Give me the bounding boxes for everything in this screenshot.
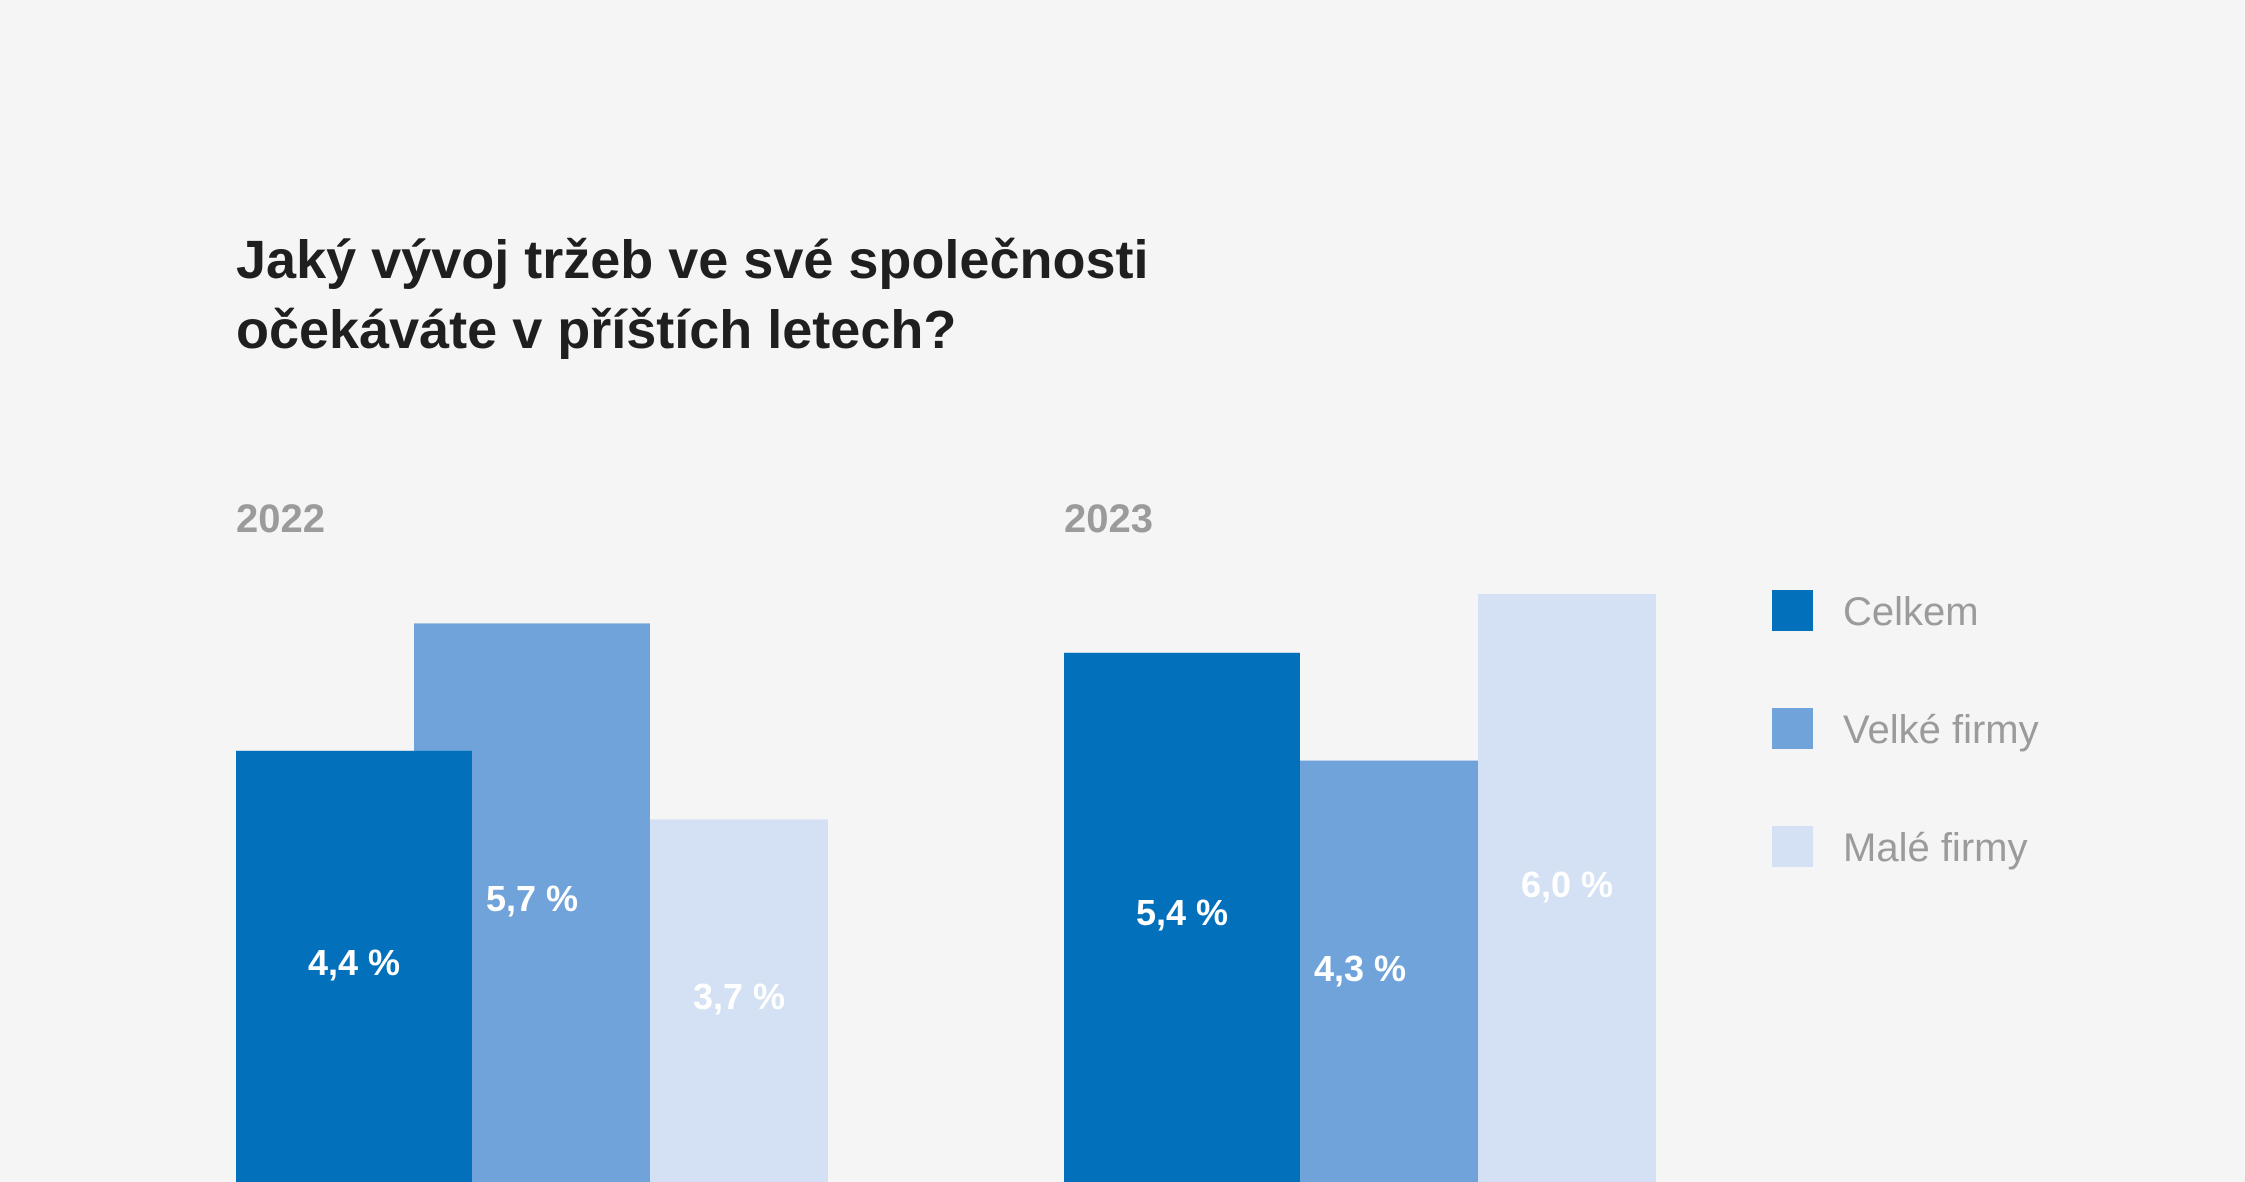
legend-swatch-velké-firmy: [1772, 708, 1813, 749]
data-label-malé-firmy-2022: 3,7 %: [693, 976, 785, 1017]
data-label-velké-firmy-2022: 5,7 %: [486, 878, 578, 919]
legend-label-velké-firmy: Velké firmy: [1843, 708, 2039, 752]
legend-label-malé-firmy: Malé firmy: [1843, 826, 2027, 870]
chart-title-line-2: očekáváte v příštích letech?: [236, 300, 956, 360]
data-label-celkem-2022: 4,4 %: [308, 942, 400, 983]
bars-layer: 2022 4,4 % 5,7 % 3,7 % 2023 5,4 % 4,3 % 6,0 %: [236, 497, 1656, 1182]
category-label-2022: 2022: [236, 497, 325, 541]
legend: Celkem Velké firmy Malé firmy: [1772, 590, 2039, 870]
bar-malé-firmy-2022: [650, 819, 828, 1182]
data-label-celkem-2023: 5,4 %: [1136, 892, 1228, 933]
data-label-velké-firmy-2023: 4,3 %: [1314, 948, 1406, 989]
chart-title-line-1: Jaký vývoj tržeb ve své společnosti: [236, 230, 1148, 290]
bar-celkem-2022: [236, 750, 472, 1182]
bar-celkem-2023: [1064, 652, 1300, 1182]
legend-label-celkem: Celkem: [1843, 590, 1979, 634]
legend-swatch-malé-firmy: [1772, 826, 1813, 867]
legend-swatch-celkem: [1772, 590, 1813, 631]
data-label-malé-firmy-2023: 6,0 %: [1521, 864, 1613, 905]
bar-malé-firmy-2023: [1478, 594, 1656, 1182]
category-label-2023: 2023: [1064, 497, 1153, 541]
